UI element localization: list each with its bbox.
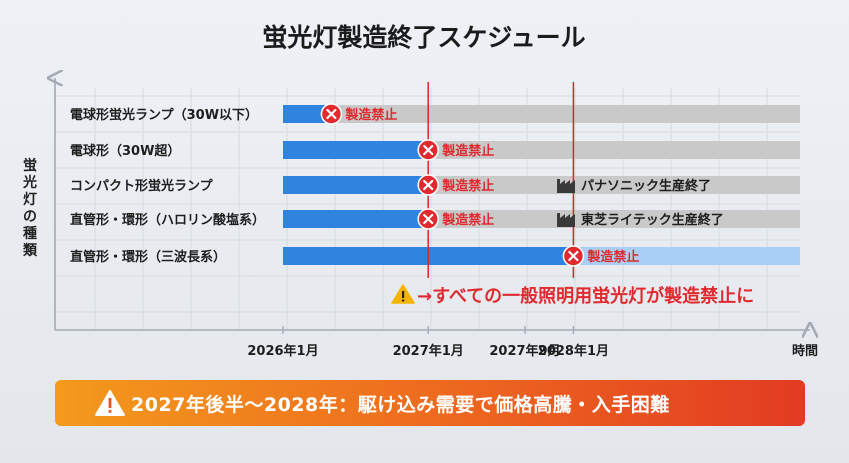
factory-shape	[557, 179, 575, 193]
bar-active	[283, 176, 429, 194]
bar-tail	[573, 247, 800, 265]
ban-marker: 製造禁止	[417, 208, 494, 230]
y-axis-label-char: の	[23, 209, 37, 225]
annotation-text: →すべての一般照明用蛍光灯が製造禁止に	[417, 285, 754, 307]
ban-label: 製造禁止	[441, 212, 494, 228]
row-label: 電球形（30W超）	[70, 143, 180, 159]
bar-inactive	[428, 210, 800, 228]
row-label: 電球形蛍光ランプ（30W以下）	[70, 107, 258, 123]
chart-title: 蛍光灯製造終了スケジュール	[262, 23, 585, 52]
x-tick-label: 2026年1月	[247, 343, 318, 359]
ban-marker: 製造禁止	[417, 174, 494, 196]
x-tick-label: 2028年1月	[538, 343, 609, 359]
ban-label: 製造禁止	[441, 143, 494, 159]
ban-label: 製造禁止	[441, 178, 494, 194]
end-note: パナソニック生産終了	[581, 178, 711, 194]
bar-inactive	[428, 176, 800, 194]
ban-marker: 製造禁止	[562, 245, 639, 267]
row-label: コンパクト形蛍光ランプ	[70, 178, 214, 194]
y-axis-label-char: 類	[22, 243, 38, 259]
x-mark-icon	[423, 179, 434, 191]
row-label: 直管形・環形（三波長系）	[70, 249, 226, 265]
row-label: 直管形・環形（ハロリン酸塩系）	[70, 212, 265, 228]
bar-active	[283, 105, 332, 123]
bar-inactive	[331, 105, 800, 123]
bars: 電球形蛍光ランプ（30W以下）電球形（30W超）コンパクト形蛍光ランプ直管形・環…	[70, 105, 800, 265]
bar-active	[283, 141, 429, 159]
y-axis-label-char: 蛍	[23, 157, 37, 174]
y-axis-label-char: 灯	[23, 191, 37, 208]
warning-bar	[402, 291, 405, 298]
annotation: →すべての一般照明用蛍光灯が製造禁止に	[391, 284, 754, 307]
y-axis-label-char: 種	[23, 225, 37, 242]
bar-active	[283, 210, 429, 228]
warning-dot	[402, 299, 405, 302]
x-axis-label: 時間	[792, 343, 818, 359]
warning-icon	[95, 390, 125, 416]
warning-banner: 2027年後半〜2028年：駆け込み需要で価格高騰・入手困難	[55, 380, 805, 426]
end-note: 東芝ライテック生産終了	[581, 212, 724, 228]
x-mark-icon	[423, 144, 434, 156]
x-tick-label: 2027年9月	[489, 343, 560, 359]
bar-inactive	[428, 141, 800, 159]
ban-label: 製造禁止	[586, 249, 639, 265]
ban-label: 製造禁止	[344, 107, 397, 123]
warning-icon	[391, 284, 415, 304]
y-axis-label-char: 光	[22, 174, 37, 191]
x-mark-icon	[568, 250, 579, 262]
factory-icon	[557, 213, 575, 227]
x-mark-icon	[423, 213, 434, 225]
x-mark-icon	[326, 108, 337, 120]
factory-icon	[557, 179, 575, 193]
factory-shape	[557, 213, 575, 227]
x-tick-label: 2027年1月	[393, 343, 464, 359]
banner-text: 2027年後半〜2028年：駆け込み需要で価格高騰・入手困難	[131, 393, 670, 416]
ban-marker: 製造禁止	[320, 103, 397, 125]
ban-marker: 製造禁止	[417, 139, 494, 161]
axes	[55, 78, 810, 330]
